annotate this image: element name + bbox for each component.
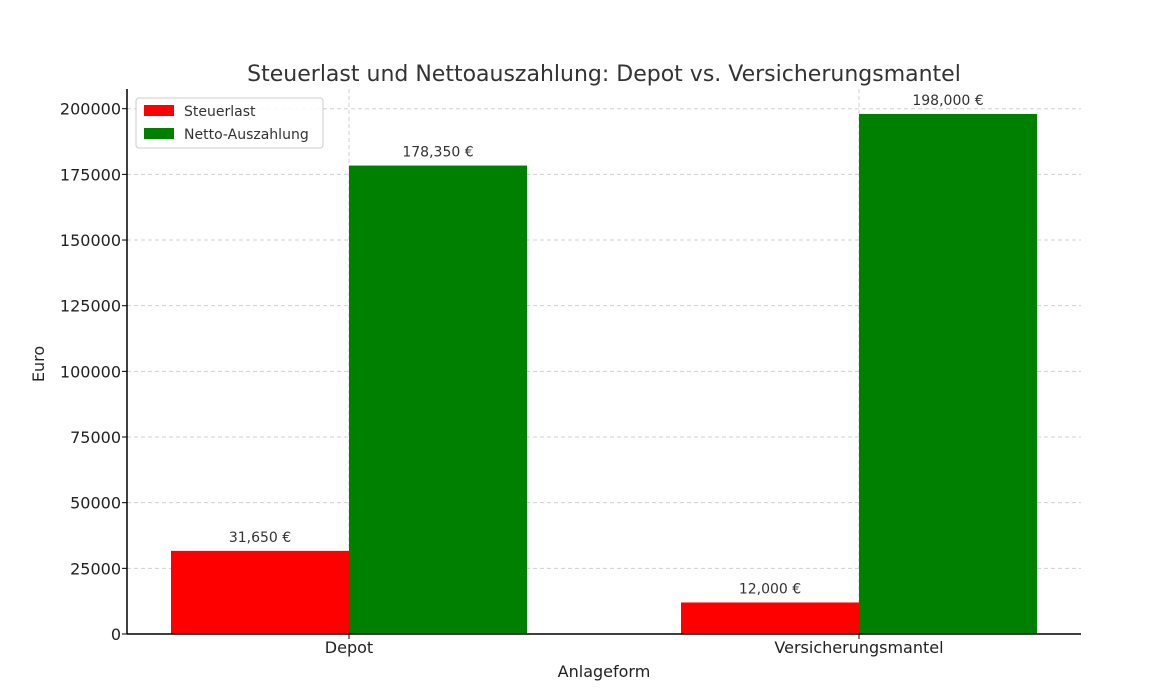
y-tick-label: 100000 [60, 362, 121, 381]
legend-swatch [144, 128, 174, 139]
x-tick-label: Depot [325, 638, 373, 657]
y-axis-label: Euro [29, 346, 48, 382]
x-axis-ticks: Depot Versicherungsmantel [325, 634, 944, 657]
bars [171, 113, 1037, 635]
chart-title: Steuerlast und Nettoauszahlung: Depot vs… [247, 62, 961, 87]
legend-label: Netto-Auszahlung [184, 127, 309, 143]
bar-netto-auszahlung-versicherungsmantel [859, 113, 1037, 635]
x-tick-label: Versicherungsmantel [774, 638, 943, 657]
legend-swatch [144, 105, 174, 116]
bar-netto-auszahlung-depot [349, 165, 527, 634]
legend: Steuerlast Netto-Auszahlung [135, 97, 324, 149]
bar-labels: 31,650 € 178,350 € 12,000 € 198,000 € [229, 93, 984, 598]
y-tick-label: 150000 [60, 231, 121, 250]
y-tick-label: 200000 [60, 100, 121, 119]
x-axis-label: Anlageform [558, 662, 651, 681]
y-tick-label: 125000 [60, 297, 121, 316]
legend-label: Steuerlast [184, 104, 256, 120]
bar-steuerlast-depot [171, 550, 349, 634]
y-tick-label: 25000 [70, 559, 121, 578]
y-axis-ticks: 0 25000 50000 75000 100000 125000 150000 175000… [60, 100, 127, 644]
axes [126, 89, 1081, 635]
grid-lines [127, 89, 1081, 634]
bar-value-label: 12,000 € [739, 581, 801, 597]
bar-value-label: 31,650 € [229, 530, 291, 546]
bar-steuerlast-versicherungsmantel [681, 602, 859, 634]
y-tick-label: 75000 [70, 428, 121, 447]
y-tick-label: 175000 [60, 165, 121, 184]
y-tick-label: 0 [111, 625, 121, 644]
bar-value-label: 178,350 € [402, 145, 473, 161]
y-tick-label: 50000 [70, 494, 121, 513]
legend-box [135, 97, 324, 149]
bar-value-label: 198,000 € [912, 93, 983, 109]
